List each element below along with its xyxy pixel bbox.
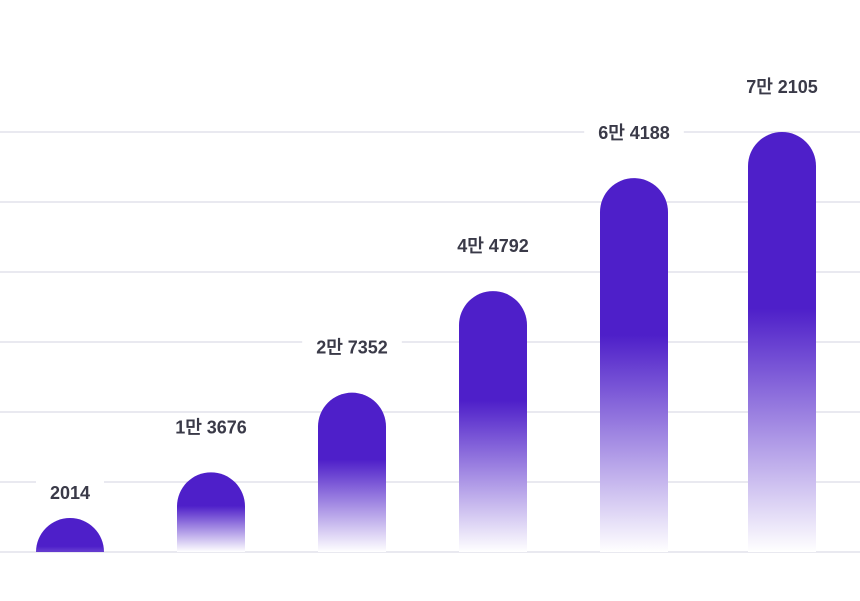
bar-2 bbox=[177, 472, 245, 552]
value-label-5: 6만 4188 bbox=[584, 119, 684, 148]
value-label-1: 2014 bbox=[35, 479, 105, 507]
value-labels: 2014 1만 3676 2만 7352 4만 4792 6만 4188 7만 2105 bbox=[35, 73, 832, 507]
value-label-backing bbox=[443, 232, 543, 261]
bar-1 bbox=[36, 518, 104, 552]
value-label-backing bbox=[584, 119, 684, 148]
bars bbox=[36, 132, 816, 553]
bar-6 bbox=[748, 132, 816, 552]
value-label-backing bbox=[161, 413, 261, 442]
value-label-backing bbox=[35, 479, 105, 507]
value-label-backing bbox=[732, 73, 832, 101]
grid-lines bbox=[0, 131, 860, 553]
value-label-text: 2014 bbox=[50, 483, 90, 503]
value-label-2: 1만 3676 bbox=[161, 413, 261, 442]
value-label-6: 7만 2105 bbox=[732, 73, 832, 101]
value-label-text: 1만 3676 bbox=[175, 417, 247, 437]
value-label-text: 6만 4188 bbox=[598, 123, 670, 143]
bar-5 bbox=[600, 178, 668, 553]
value-label-3: 2만 7352 bbox=[302, 333, 402, 362]
value-label-text: 7만 2105 bbox=[746, 77, 818, 97]
value-label-4: 4만 4792 bbox=[443, 232, 543, 261]
bar-4 bbox=[459, 291, 527, 552]
bar-3 bbox=[318, 392, 386, 552]
value-label-backing bbox=[302, 333, 402, 362]
value-label-text: 4만 4792 bbox=[457, 236, 529, 256]
value-label-text: 2만 7352 bbox=[316, 338, 388, 358]
